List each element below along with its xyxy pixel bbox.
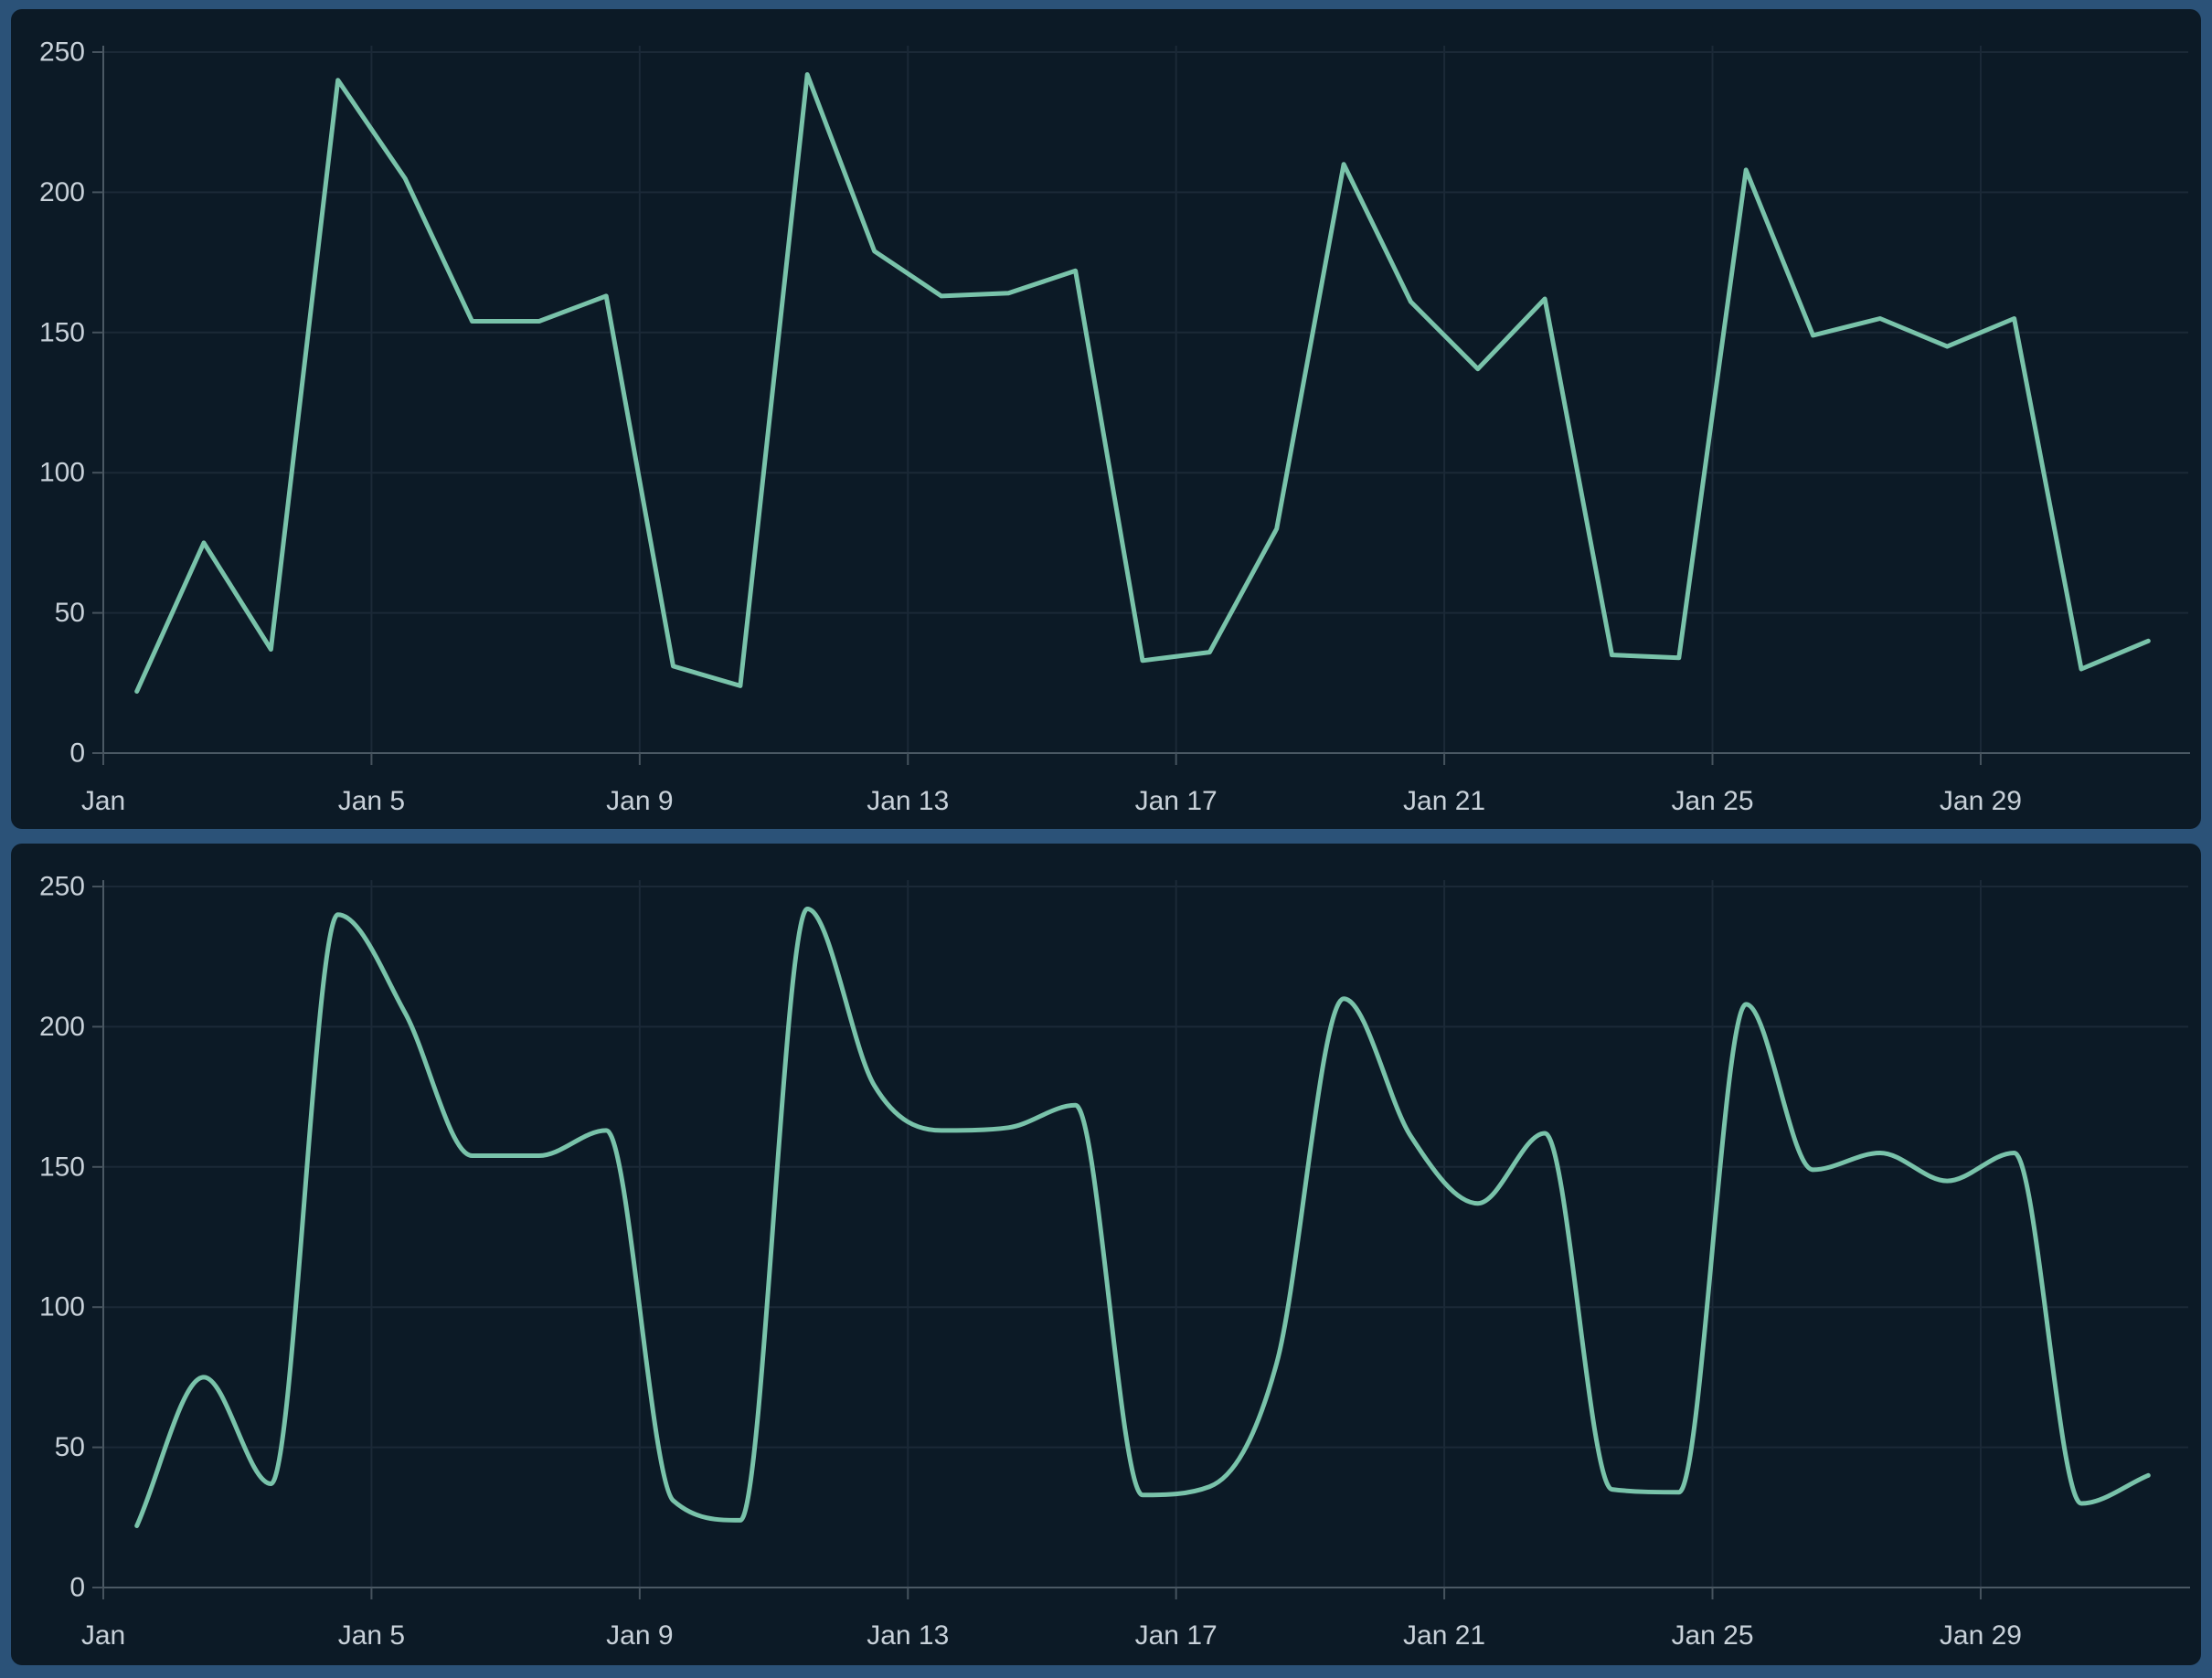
x-tick-label: Jan 25 <box>1671 786 1753 816</box>
series-line-daily-values-smoothed <box>134 907 2151 1528</box>
x-tick-label: Jan <box>81 1620 125 1651</box>
y-tick-label: 0 <box>69 1573 85 1603</box>
x-tick-label: Jan 13 <box>867 1620 949 1651</box>
linear-line-chart-card: 0 50 100 150 200 250 Jan Jan 5 Jan 9 Jan 13 Jan 17… <box>11 9 2201 829</box>
x-tick-label: Jan 5 <box>338 1620 405 1651</box>
x-tick-label: Jan 9 <box>606 1620 673 1651</box>
y-tick-label: 250 <box>39 872 85 902</box>
x-tick-label: Jan 29 <box>1940 786 2022 816</box>
smooth-line-chart-card: 0 50 100 150 200 250 Jan Jan 5 Jan 9 Jan 13 Jan 17… <box>11 844 2201 1665</box>
y-tick-label: 150 <box>39 1152 85 1182</box>
y-tick-label: 200 <box>39 1012 85 1042</box>
x-tick-label: Jan 17 <box>1135 786 1218 816</box>
x-tick-label: Jan <box>81 786 125 816</box>
x-tick-label: Jan 13 <box>867 786 949 816</box>
y-tick-label: 150 <box>39 317 85 347</box>
y-tick-label: 50 <box>55 1432 85 1462</box>
x-tick-label: Jan 25 <box>1671 1620 1753 1651</box>
plot-area[interactable] <box>103 46 2182 753</box>
y-tick-label: 100 <box>39 1292 85 1322</box>
x-tick-label: Jan 21 <box>1403 786 1485 816</box>
x-tick-label: Jan 17 <box>1135 1620 1218 1651</box>
smooth-line-chart[interactable]: 0 50 100 150 200 250 Jan Jan 5 Jan 9 Jan 13 Jan 17… <box>11 844 2201 1665</box>
y-tick-label: 200 <box>39 177 85 207</box>
x-tick-label: Jan 21 <box>1403 1620 1485 1651</box>
plot-area[interactable] <box>103 880 2182 1588</box>
y-tick-label: 100 <box>39 458 85 488</box>
x-tick-label: Jan 5 <box>338 786 405 816</box>
x-tick-label: Jan 9 <box>606 786 673 816</box>
y-tick-label: 0 <box>69 738 85 769</box>
y-tick-label: 250 <box>39 37 85 68</box>
series-line-daily-values <box>134 72 2151 694</box>
x-tick-label: Jan 29 <box>1940 1620 2022 1651</box>
y-tick-label: 50 <box>55 598 85 628</box>
linear-line-chart[interactable]: 0 50 100 150 200 250 Jan Jan 5 Jan 9 Jan 13 Jan 17… <box>11 9 2201 829</box>
